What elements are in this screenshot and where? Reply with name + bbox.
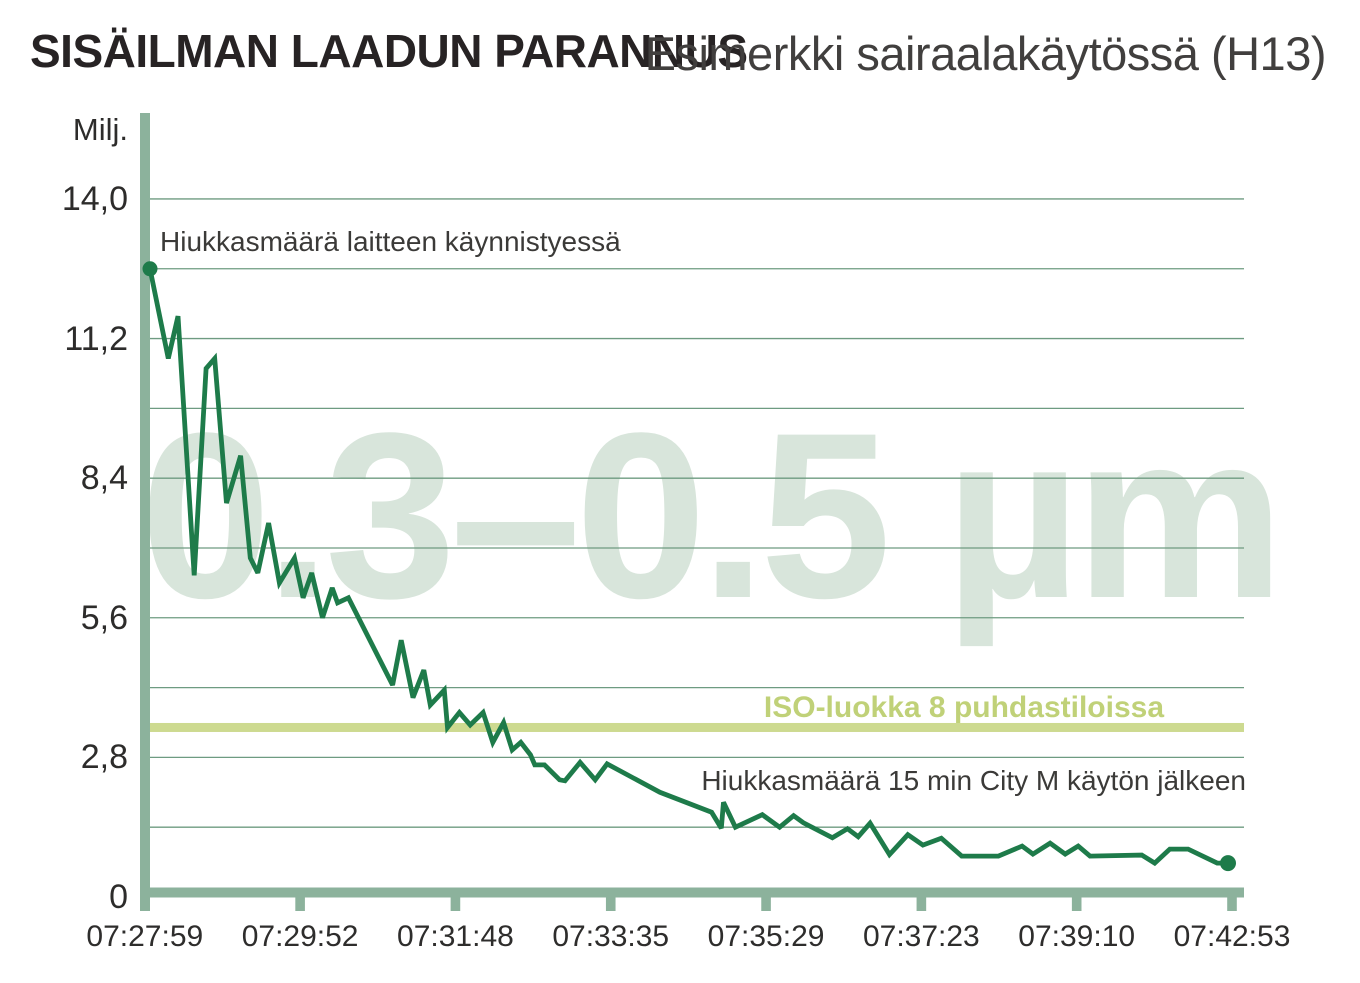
series-start-dot (142, 261, 158, 277)
particle-count-line (147, 268, 1228, 867)
x-axis-tick (916, 897, 927, 911)
x-axis-tick (450, 897, 461, 911)
x-axis-tick (605, 897, 616, 911)
page-subtitle: Esimerkki sairaalakäytössä (H13) (644, 27, 1327, 80)
x-axis-tick (140, 897, 150, 911)
x-axis-tick (761, 897, 771, 911)
iso-threshold-line (149, 722, 1244, 732)
page-title: SISÄILMAN LAADUN PARANNUS (30, 25, 748, 77)
x-axis-tick (295, 897, 305, 911)
y-axis (140, 113, 150, 911)
x-axis (140, 887, 1244, 898)
x-axis-tick (1227, 897, 1237, 911)
series-end-dot (1220, 855, 1236, 872)
x-axis-tick (1071, 897, 1082, 911)
